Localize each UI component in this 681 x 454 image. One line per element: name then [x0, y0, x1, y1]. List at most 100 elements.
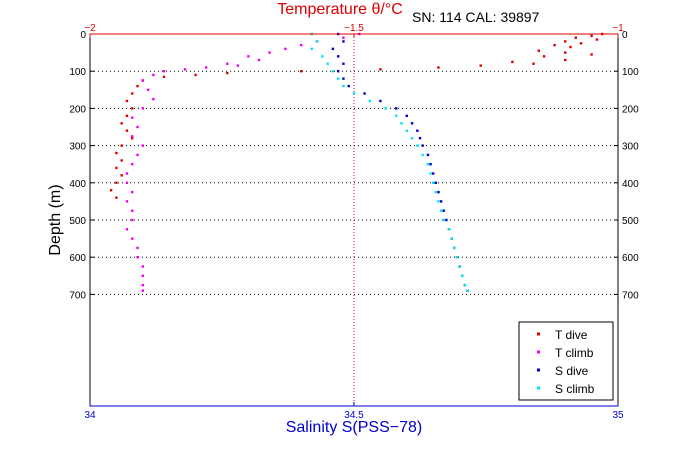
- data-point: [336, 77, 340, 80]
- data-point: [458, 265, 461, 268]
- data-point: [342, 62, 345, 65]
- data-point: [131, 92, 134, 95]
- x-top-tick-label: −1: [612, 23, 624, 34]
- data-point: [455, 256, 459, 259]
- data-point: [131, 116, 134, 119]
- y-tick-label-right: 0: [622, 30, 628, 41]
- series-s-climb: [310, 32, 469, 292]
- legend-label: T dive: [555, 328, 588, 342]
- data-point: [204, 66, 208, 69]
- data-point: [439, 209, 443, 212]
- data-point: [125, 181, 129, 184]
- data-point: [152, 73, 155, 77]
- data-point: [226, 62, 229, 65]
- data-point: [326, 62, 329, 65]
- data-point: [437, 66, 440, 69]
- data-point: [125, 129, 129, 132]
- data-point: [152, 97, 155, 101]
- data-point: [247, 55, 250, 58]
- data-point: [479, 64, 482, 67]
- data-point: [342, 84, 345, 88]
- data-point: [395, 107, 398, 110]
- y-tick-label: 200: [69, 104, 86, 115]
- data-point: [125, 200, 129, 203]
- data-point: [400, 122, 403, 125]
- data-point: [146, 88, 150, 91]
- data-point: [426, 163, 430, 166]
- data-point: [125, 99, 129, 103]
- data-point: [300, 70, 303, 73]
- data-point: [109, 189, 113, 192]
- data-point: [331, 70, 335, 73]
- data-point: [405, 129, 408, 132]
- data-point: [183, 68, 187, 71]
- data-point: [453, 246, 456, 250]
- legend-marker: [537, 386, 540, 390]
- data-point: [141, 274, 144, 277]
- data-point: [579, 42, 583, 45]
- data-point: [432, 181, 435, 184]
- data-point: [445, 218, 448, 222]
- data-point: [115, 151, 118, 155]
- data-point: [284, 47, 287, 51]
- data-point: [352, 92, 356, 95]
- data-point: [395, 114, 398, 118]
- legend: T dive T climb S dive S climb: [518, 321, 614, 401]
- data-point: [379, 99, 382, 103]
- data-point: [421, 144, 424, 147]
- data-point: [331, 47, 335, 51]
- series-t-dive: [109, 32, 604, 199]
- data-point: [336, 70, 340, 73]
- data-point: [131, 135, 134, 138]
- data-point: [342, 77, 345, 80]
- data-point: [450, 237, 453, 240]
- data-point: [532, 62, 535, 65]
- bottom-axis-title: Salinity S(PSS−78): [286, 419, 423, 436]
- data-point: [226, 71, 229, 75]
- x-bottom-tick-label: 34: [84, 410, 96, 421]
- data-point: [426, 153, 430, 157]
- data-point: [442, 209, 445, 212]
- data-point: [429, 163, 432, 166]
- data-point: [564, 40, 567, 43]
- y-tick-label: 600: [69, 253, 86, 264]
- data-point: [131, 107, 134, 110]
- data-point: [131, 163, 134, 166]
- data-point: [447, 228, 451, 231]
- data-point: [310, 47, 313, 51]
- data-point: [574, 36, 577, 39]
- data-point: [141, 107, 144, 110]
- data-point: [136, 153, 139, 157]
- data-point: [432, 172, 435, 175]
- data-point: [363, 92, 366, 95]
- data-point: [542, 55, 546, 58]
- data-point: [120, 174, 123, 177]
- data-point: [194, 73, 197, 77]
- data-point: [368, 99, 372, 103]
- data-point: [257, 58, 261, 62]
- data-point: [342, 36, 345, 39]
- series-t-climb: [125, 32, 361, 292]
- y-tick-label: 700: [69, 290, 86, 301]
- legend-marker: [537, 368, 540, 372]
- data-point: [553, 43, 556, 47]
- data-point: [429, 172, 432, 175]
- data-point: [463, 283, 467, 287]
- y-tick-label-right: 700: [622, 290, 639, 301]
- data-point: [141, 144, 144, 147]
- data-point: [434, 190, 438, 194]
- data-point: [315, 40, 319, 43]
- data-point: [136, 125, 139, 129]
- y-tick-label: 100: [69, 67, 86, 78]
- data-point: [125, 114, 129, 118]
- data-point: [115, 196, 118, 199]
- data-point: [347, 84, 350, 88]
- legend-label: T climb: [555, 346, 594, 360]
- data-point: [421, 153, 424, 157]
- legend-label: S dive: [555, 364, 589, 378]
- data-point: [131, 209, 134, 212]
- data-point: [416, 144, 419, 147]
- data-point: [439, 200, 443, 203]
- data-point: [442, 218, 445, 222]
